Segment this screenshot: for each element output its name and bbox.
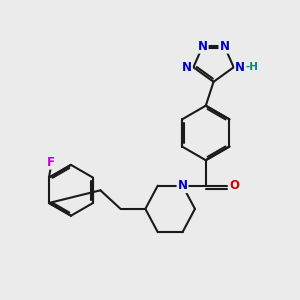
Text: N: N	[182, 61, 192, 74]
Text: F: F	[47, 156, 55, 169]
Text: N: N	[198, 40, 208, 53]
Text: N: N	[219, 40, 230, 53]
Text: -H: -H	[245, 62, 259, 72]
Text: O: O	[229, 179, 239, 192]
Text: N: N	[235, 61, 245, 74]
Text: N: N	[178, 179, 188, 192]
